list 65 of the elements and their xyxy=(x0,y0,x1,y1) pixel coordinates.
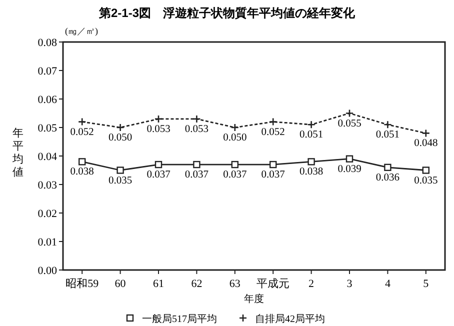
data-label: 0.050 xyxy=(108,132,132,144)
point xyxy=(270,160,277,168)
x-axis-title: 年度 xyxy=(244,293,264,305)
point xyxy=(307,120,316,129)
point xyxy=(116,166,124,174)
x-tick-label: 5 xyxy=(423,278,430,290)
y-tick-label: 0.05 xyxy=(38,122,58,134)
data-label: 0.053 xyxy=(146,124,170,135)
data-label: 0.052 xyxy=(70,126,94,138)
data-label: 0.036 xyxy=(376,172,400,184)
y-tick-label: 0.08 xyxy=(38,37,58,49)
data-label: 0.055 xyxy=(338,118,362,130)
data-label: 0.053 xyxy=(184,124,209,135)
y-tick-label: 0.03 xyxy=(38,180,58,192)
point xyxy=(116,123,124,132)
point xyxy=(268,118,278,126)
point xyxy=(78,158,86,166)
point xyxy=(154,160,162,168)
point xyxy=(384,120,392,129)
data-label: 0.038 xyxy=(70,166,94,178)
point xyxy=(422,129,430,138)
data-label: 0.035 xyxy=(414,175,438,186)
point xyxy=(154,114,163,124)
data-label: 0.037 xyxy=(184,170,209,181)
data-label: 0.038 xyxy=(299,166,324,178)
y-axis-title: 年平均値 xyxy=(12,128,24,178)
data-label: 0.037 xyxy=(223,170,247,181)
point xyxy=(422,166,430,174)
data-label: 0.035 xyxy=(108,175,132,186)
data-label: 0.051 xyxy=(376,130,400,141)
y-tick-label: 0.04 xyxy=(38,151,58,163)
x-tick-label: 60 xyxy=(114,278,126,290)
point xyxy=(193,160,200,168)
point xyxy=(308,158,315,166)
data-label: 0.039 xyxy=(338,164,362,175)
point xyxy=(231,160,238,168)
point xyxy=(192,114,201,124)
legend-label: 自排局42局平均 xyxy=(255,313,325,325)
y-tick-label: 0.06 xyxy=(38,94,58,106)
data-label: 0.037 xyxy=(261,170,285,181)
x-tick-label: 2 xyxy=(308,278,314,290)
x-tick-label: 63 xyxy=(229,278,241,290)
y-tick-label: 0.01 xyxy=(38,236,57,248)
legend-label: 一般局517局平均 xyxy=(142,313,217,325)
chart-title: 第2-1-3図 浮遊粒子状物質年平均値の経年変化 xyxy=(98,6,356,20)
data-label: 0.048 xyxy=(414,138,438,150)
y-tick-label: 0.00 xyxy=(38,265,58,277)
text: (㎎／㎥) xyxy=(65,26,98,36)
x-tick-label: 61 xyxy=(153,278,164,290)
data-label: 0.051 xyxy=(299,130,324,141)
data-label: 0.037 xyxy=(146,170,170,181)
point xyxy=(384,164,392,171)
data-label: 0.052 xyxy=(261,126,285,138)
x-tick-label: 4 xyxy=(384,278,391,290)
x-tick-label: 62 xyxy=(191,278,202,290)
y-tick-label: 0.02 xyxy=(38,208,57,220)
point xyxy=(346,155,354,162)
point xyxy=(78,118,86,126)
x-tick-label: 昭和59 xyxy=(66,277,100,290)
y-tick-label: 0.07 xyxy=(38,66,58,78)
x-tick-label: 平成元 xyxy=(256,277,290,290)
point xyxy=(230,123,240,132)
x-tick-label: 3 xyxy=(346,278,353,290)
data-label: 0.050 xyxy=(223,132,247,144)
point xyxy=(345,109,354,118)
